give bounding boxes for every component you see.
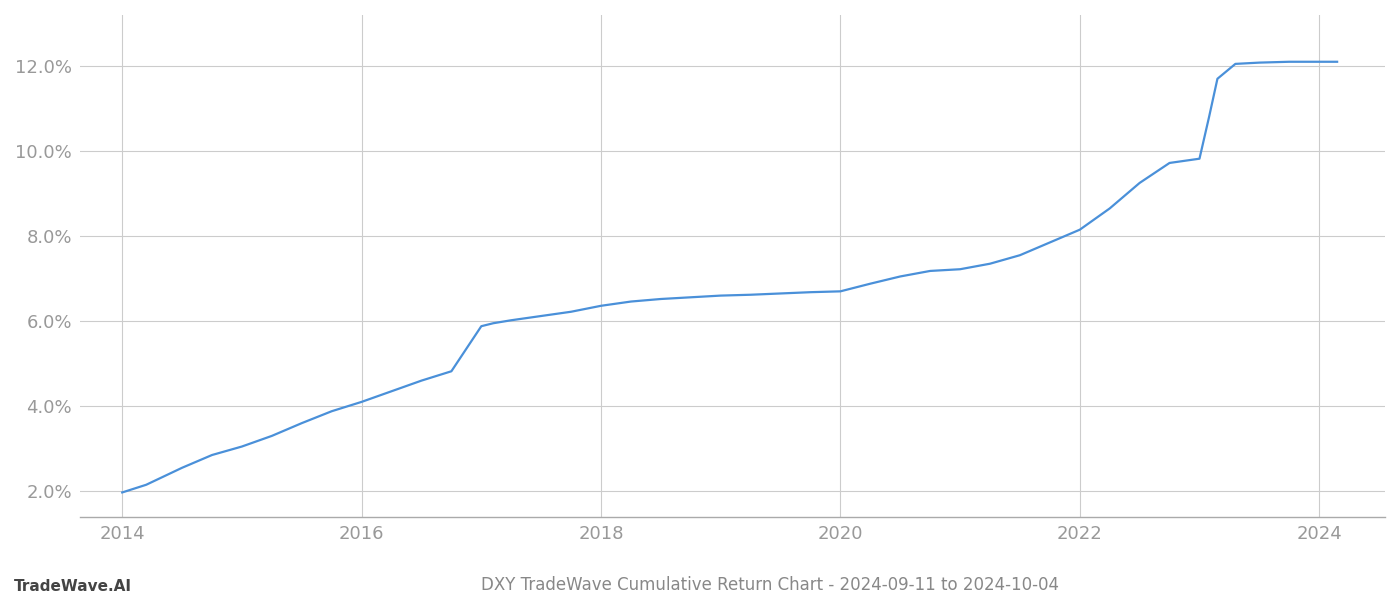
Text: DXY TradeWave Cumulative Return Chart - 2024-09-11 to 2024-10-04: DXY TradeWave Cumulative Return Chart - … — [482, 576, 1058, 594]
Text: TradeWave.AI: TradeWave.AI — [14, 579, 132, 594]
